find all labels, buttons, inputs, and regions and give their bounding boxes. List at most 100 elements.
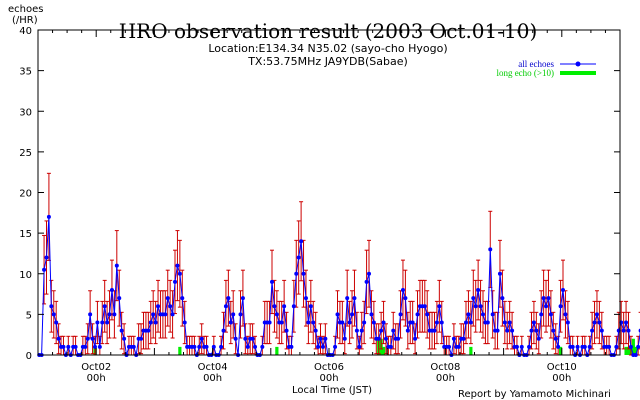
all-echoes-point <box>364 279 369 284</box>
all-echoes-point <box>345 296 350 301</box>
y-axis-label-line1: echoes <box>8 4 43 15</box>
all-echoes-point <box>223 304 228 309</box>
all-echoes-point <box>582 344 587 349</box>
all-echoes-point <box>359 328 364 333</box>
all-echoes-point <box>565 320 570 325</box>
all-echoes-point <box>42 267 47 272</box>
all-echoes-point <box>139 336 144 341</box>
all-echoes-point <box>575 344 580 349</box>
y-tick-label: 40 <box>19 26 32 37</box>
all-echoes-point <box>478 304 483 309</box>
all-echoes-point <box>551 328 556 333</box>
all-echoes-point <box>92 344 97 349</box>
all-echoes-point <box>383 336 388 341</box>
all-echoes-point <box>51 312 56 317</box>
all-echoes-point <box>342 336 347 341</box>
all-echoes-point <box>587 344 592 349</box>
all-echoes-point <box>243 336 248 341</box>
x-axis-label: Local Time (JST) <box>292 385 372 396</box>
all-echoes-point <box>170 312 175 317</box>
all-echoes-point <box>177 271 182 276</box>
transmitter-subtitle: TX:53.75MHz JA9YDB(Sabae) <box>247 55 408 68</box>
all-echoes-point <box>451 336 456 341</box>
y-axis-label-line2: (/HR) <box>12 15 38 26</box>
all-echoes-point <box>403 296 408 301</box>
all-echoes-point <box>320 344 325 349</box>
long-echo-bar <box>634 346 638 355</box>
all-echoes-point <box>437 304 442 309</box>
all-echoes-point <box>316 344 321 349</box>
all-echoes-point <box>541 296 546 301</box>
all-echoes-point <box>400 288 405 292</box>
all-echoes-point <box>592 320 597 325</box>
all-echoes-point <box>502 320 507 325</box>
credit-text: Report by Yamamoto Michinari <box>458 389 611 400</box>
long-echo-bar <box>178 346 182 355</box>
all-echoes-point <box>318 336 323 341</box>
long-echo-bar <box>624 346 628 355</box>
x-tick-sublabel: 00h <box>319 373 338 384</box>
all-echoes-point <box>117 296 122 301</box>
all-echoes-point <box>156 304 161 309</box>
all-echoes-point <box>626 328 631 333</box>
all-echoes-point <box>347 320 352 325</box>
all-echoes-point <box>282 304 287 309</box>
all-echoes-point <box>175 263 180 268</box>
all-echoes-point <box>371 320 376 325</box>
all-echoes-point <box>105 320 110 325</box>
all-echoes-point <box>180 296 185 301</box>
all-echoes-point <box>379 328 384 333</box>
all-echoes-point <box>204 344 209 349</box>
all-echoes-point <box>221 328 226 333</box>
all-echoes-point <box>250 336 255 341</box>
all-echoes-point <box>476 288 481 292</box>
all-echoes-point <box>597 320 602 325</box>
all-echoes-point <box>284 328 289 333</box>
long-echo-bar <box>558 346 563 355</box>
all-echoes-point <box>357 344 362 349</box>
all-echoes-point <box>109 288 114 292</box>
all-echoes-point <box>434 320 439 325</box>
all-echoes-point <box>233 336 238 341</box>
all-echoes-point <box>61 344 66 349</box>
all-echoes-point <box>480 312 485 317</box>
all-echoes-point <box>500 296 505 301</box>
all-echoes-point <box>544 304 549 309</box>
x-tick-label: Oct10 <box>547 362 577 373</box>
all-echoes-point <box>529 328 534 333</box>
all-echoes-point <box>168 304 173 309</box>
all-echoes-point <box>85 336 90 341</box>
x-tick-sublabel: 00h <box>203 373 222 384</box>
long-echo-bar <box>275 346 279 355</box>
all-echoes-point <box>306 320 311 325</box>
all-echoes-point <box>546 296 551 301</box>
all-echoes-point <box>514 344 519 349</box>
all-echoes-point <box>473 304 478 309</box>
all-echoes-point <box>97 344 102 349</box>
all-echoes-point <box>122 336 127 341</box>
all-echoes-point <box>464 320 469 325</box>
all-echoes-point <box>299 239 304 244</box>
all-echoes-point <box>485 320 490 325</box>
all-echoes-point <box>415 312 420 317</box>
all-echoes-point <box>102 304 107 309</box>
all-echoes-point <box>333 344 338 349</box>
all-echoes-point <box>488 247 493 252</box>
x-tick-label: Oct02 <box>81 362 111 373</box>
all-echoes-point <box>56 336 61 341</box>
all-echoes-point <box>270 279 275 284</box>
all-echoes-point <box>594 312 599 317</box>
all-echoes-point <box>534 328 539 333</box>
all-echoes-point <box>323 336 328 341</box>
all-echoes-point <box>311 320 316 325</box>
all-echoes-point <box>294 271 299 276</box>
all-echoes-point <box>614 344 619 349</box>
x-tick-label: Oct04 <box>198 362 228 373</box>
location-subtitle: Location:E134.34 N35.02 (sayo-cho Hyogo) <box>208 42 447 55</box>
all-echoes-point <box>558 304 563 309</box>
all-echoes-point <box>531 320 536 325</box>
chart-axes: 0510152025303540Oct0200hOct0400hOct0600h… <box>19 26 621 384</box>
all-echoes-point <box>352 296 357 301</box>
legend-all-echoes-label: all echoes <box>518 59 554 69</box>
all-echoes-point <box>510 328 515 333</box>
